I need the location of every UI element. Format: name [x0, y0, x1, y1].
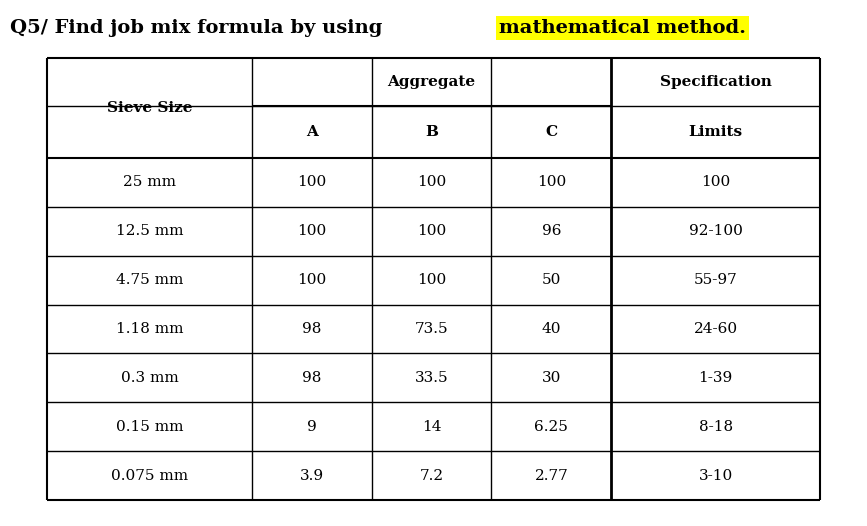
Text: 100: 100	[417, 273, 447, 287]
Text: 8-18: 8-18	[699, 420, 733, 434]
Text: 2.77: 2.77	[535, 469, 568, 482]
Text: 33.5: 33.5	[414, 371, 448, 385]
Text: C: C	[545, 125, 557, 139]
Text: 73.5: 73.5	[414, 322, 448, 336]
Text: 7.2: 7.2	[420, 469, 444, 482]
Text: 50: 50	[542, 273, 561, 287]
Text: 12.5 mm: 12.5 mm	[115, 224, 183, 238]
Text: 100: 100	[417, 224, 447, 238]
Text: 3.9: 3.9	[300, 469, 323, 482]
Text: Specification: Specification	[660, 75, 772, 89]
Text: 100: 100	[297, 224, 326, 238]
Text: 9: 9	[307, 420, 316, 434]
Text: Aggregate: Aggregate	[388, 75, 476, 89]
Text: 98: 98	[302, 371, 322, 385]
Text: 3-10: 3-10	[699, 469, 733, 482]
Text: 100: 100	[701, 176, 730, 189]
Text: A: A	[306, 125, 317, 139]
Text: 100: 100	[537, 176, 566, 189]
Text: Sieve Size: Sieve Size	[107, 101, 192, 115]
Text: Limits: Limits	[688, 125, 743, 139]
Text: 6.25: 6.25	[534, 420, 569, 434]
Text: 14: 14	[422, 420, 441, 434]
Text: 40: 40	[542, 322, 561, 336]
Text: B: B	[425, 125, 438, 139]
Text: 96: 96	[542, 224, 561, 238]
Text: 24-60: 24-60	[694, 322, 738, 336]
Text: 0.075 mm: 0.075 mm	[111, 469, 188, 482]
Text: mathematical method.: mathematical method.	[499, 19, 746, 37]
Text: 55-97: 55-97	[694, 273, 738, 287]
Text: 30: 30	[542, 371, 561, 385]
Text: 100: 100	[417, 176, 447, 189]
Text: 25 mm: 25 mm	[123, 176, 176, 189]
Text: 1.18 mm: 1.18 mm	[115, 322, 183, 336]
Text: Q5/ Find job mix formula by using: Q5/ Find job mix formula by using	[10, 19, 389, 37]
Text: 4.75 mm: 4.75 mm	[115, 273, 183, 287]
Text: 98: 98	[302, 322, 322, 336]
Text: 92-100: 92-100	[688, 224, 742, 238]
Text: 0.3 mm: 0.3 mm	[121, 371, 179, 385]
Text: 1-39: 1-39	[699, 371, 733, 385]
Text: 0.15 mm: 0.15 mm	[115, 420, 183, 434]
Text: 100: 100	[297, 176, 326, 189]
Text: 100: 100	[297, 273, 326, 287]
